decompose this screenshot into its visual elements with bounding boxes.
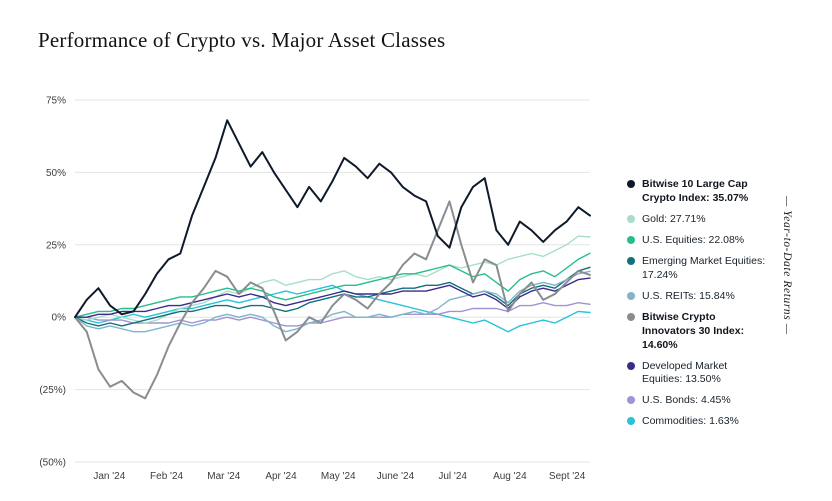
legend-item: Bitwise Crypto Innovators 30 Index: 14.6… [627,311,767,353]
x-tick-label: May '24 [321,471,356,482]
ytd-axis-label: — Year-to-Date Returns — [781,196,793,335]
legend-item: Emerging Market Equities: 17.24% [627,255,767,283]
gridlines [75,99,590,463]
y-axis-labels: 75% 50% 25% 0% (25%) (50%) [39,96,66,469]
series-line-3 [74,266,591,327]
legend-item: U.S. Equities: 22.08% [627,234,767,248]
series-line-1 [74,235,591,324]
legend-item-label: Bitwise Crypto Innovators 30 Index: 14.6… [642,310,745,351]
legend-item-label: U.S. Equities: 22.08% [642,233,745,246]
y-tick-label: (25%) [39,385,66,396]
y-tick-label: 50% [46,168,66,179]
x-tick-label: June '24 [377,471,415,482]
x-tick-label: Aug '24 [493,471,527,482]
legend-color-dot [627,180,635,188]
legend-item: U.S. Bonds: 4.45% [627,394,767,408]
legend-item-label: Commodities: 1.63% [642,415,739,428]
legend-color-dot [627,312,635,321]
y-tick-label: (50%) [39,458,66,469]
legend-item-label: U.S. REITs: 15.84% [642,289,735,302]
legend-color-dot [627,417,635,426]
y-tick-label: 75% [46,96,66,107]
x-tick-label: Jul '24 [438,471,467,482]
series-lines [74,119,591,400]
legend-color-dot [627,361,635,370]
series-line-6 [74,277,591,318]
series-line-8 [74,284,591,333]
legend-color-dot [627,214,635,223]
series-line-0 [74,119,591,319]
legend-color-dot [627,396,635,405]
x-tick-label: Jan '24 [93,471,125,482]
legend-color-dot [627,256,635,265]
x-tick-label: Feb '24 [150,471,183,482]
x-tick-label: Sept '24 [549,471,586,482]
series-line-5 [74,200,591,400]
legend: Bitwise 10 Large Cap Crypto Index: 35.07… [627,178,767,436]
legend-item: Commodities: 1.63% [627,415,767,429]
y-tick-label: 0% [52,313,67,324]
series-line-2 [74,252,591,318]
legend-item: Bitwise 10 Large Cap Crypto Index: 35.07… [627,178,767,206]
y-tick-label: 25% [46,240,66,251]
legend-color-dot [627,235,635,244]
legend-item-label: U.S. Bonds: 4.45% [642,394,731,407]
x-tick-label: Mar '24 [207,471,240,482]
legend-item-label: Gold: 27.71% [642,212,706,225]
legend-item: Gold: 27.71% [627,213,767,227]
legend-item-label: Bitwise 10 Large Cap Crypto Index: 35.07… [642,178,749,204]
legend-item-label: Developed Market Equities: 13.50% [642,359,728,386]
page-title: Performance of Crypto vs. Major Asset Cl… [38,28,446,52]
series-line-7 [74,302,591,327]
x-axis-labels: Jan '24 Feb '24 Mar '24 Apr '24 May '24 June … [93,471,585,482]
legend-item: Developed Market Equities: 13.50% [627,360,767,388]
legend-item-label: Emerging Market Equities: 17.24% [642,254,766,281]
legend-color-dot [627,291,635,300]
legend-item: U.S. REITs: 15.84% [627,290,767,304]
x-tick-label: Apr '24 [265,471,297,482]
